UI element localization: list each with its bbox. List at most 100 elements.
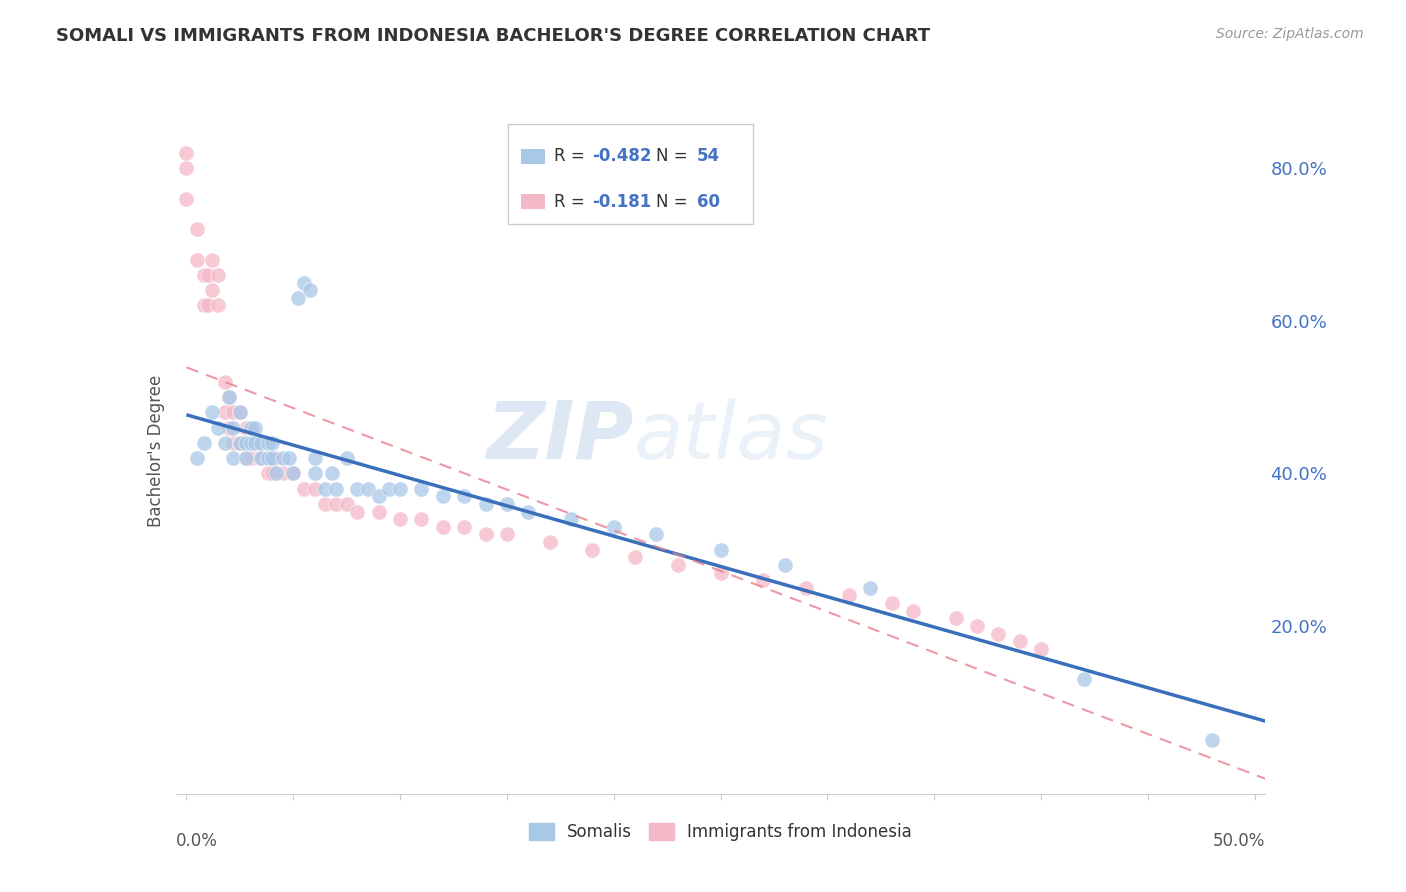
Y-axis label: Bachelor's Degree: Bachelor's Degree bbox=[146, 375, 165, 526]
Point bbox=[222, 405, 245, 419]
Point bbox=[325, 482, 347, 496]
Point bbox=[346, 504, 368, 518]
Point bbox=[260, 451, 283, 466]
Legend: Somalis, Immigrants from Indonesia: Somalis, Immigrants from Indonesia bbox=[523, 816, 918, 847]
Point bbox=[474, 527, 496, 541]
FancyBboxPatch shape bbox=[522, 194, 546, 210]
Text: -0.482: -0.482 bbox=[592, 147, 651, 165]
Point bbox=[1073, 673, 1095, 687]
Point bbox=[367, 504, 389, 518]
Point bbox=[966, 619, 988, 633]
Text: ZIP: ZIP bbox=[486, 398, 633, 475]
Point bbox=[378, 482, 401, 496]
Point bbox=[271, 467, 294, 481]
Point bbox=[283, 467, 305, 481]
Point bbox=[193, 435, 215, 450]
Point bbox=[243, 435, 266, 450]
Point bbox=[1029, 641, 1052, 656]
Point bbox=[235, 451, 257, 466]
Point bbox=[367, 489, 389, 503]
Point bbox=[603, 520, 626, 534]
Point bbox=[201, 252, 224, 267]
Point bbox=[357, 482, 380, 496]
Point bbox=[432, 520, 454, 534]
Text: Source: ZipAtlas.com: Source: ZipAtlas.com bbox=[1216, 27, 1364, 41]
Point bbox=[207, 420, 229, 434]
Point bbox=[197, 298, 219, 312]
Point bbox=[239, 420, 262, 434]
Point bbox=[186, 252, 208, 267]
Point bbox=[239, 451, 262, 466]
Point bbox=[304, 451, 326, 466]
Point bbox=[752, 573, 775, 587]
Point bbox=[321, 467, 343, 481]
Point bbox=[218, 390, 240, 404]
Point bbox=[560, 512, 582, 526]
Point bbox=[283, 467, 305, 481]
Point bbox=[299, 283, 322, 297]
Point bbox=[880, 596, 903, 610]
Point bbox=[411, 512, 433, 526]
Point bbox=[1201, 733, 1223, 747]
Point bbox=[222, 451, 245, 466]
Point bbox=[186, 451, 208, 466]
Point bbox=[389, 512, 412, 526]
Point bbox=[235, 435, 257, 450]
Point bbox=[838, 589, 860, 603]
Point bbox=[218, 390, 240, 404]
Point bbox=[229, 435, 252, 450]
Point bbox=[287, 291, 309, 305]
Point bbox=[243, 435, 266, 450]
Point bbox=[710, 566, 733, 580]
Text: 50.0%: 50.0% bbox=[1213, 831, 1265, 850]
Point bbox=[218, 420, 240, 434]
Text: R =: R = bbox=[554, 147, 591, 165]
Point bbox=[271, 451, 294, 466]
Point bbox=[260, 467, 283, 481]
Point bbox=[256, 451, 278, 466]
Point bbox=[193, 298, 215, 312]
Point bbox=[794, 581, 817, 595]
Point bbox=[859, 581, 882, 595]
Point bbox=[250, 451, 273, 466]
Text: N =: N = bbox=[657, 147, 693, 165]
Point bbox=[222, 420, 245, 434]
Point bbox=[389, 482, 412, 496]
Text: 54: 54 bbox=[696, 147, 720, 165]
Point bbox=[581, 542, 603, 557]
Point bbox=[256, 435, 278, 450]
FancyBboxPatch shape bbox=[508, 124, 754, 224]
Point bbox=[214, 375, 236, 389]
Point bbox=[250, 451, 273, 466]
Point bbox=[496, 497, 519, 511]
Point bbox=[314, 482, 336, 496]
Point bbox=[987, 626, 1010, 640]
Point bbox=[229, 405, 252, 419]
Point bbox=[304, 482, 326, 496]
Point bbox=[229, 405, 252, 419]
Text: R =: R = bbox=[554, 193, 595, 211]
Point bbox=[645, 527, 668, 541]
Point bbox=[176, 145, 198, 160]
Point bbox=[292, 276, 315, 290]
Point bbox=[264, 467, 287, 481]
Point bbox=[197, 268, 219, 282]
Point bbox=[250, 435, 273, 450]
Point bbox=[243, 420, 266, 434]
Point bbox=[901, 604, 924, 618]
Point bbox=[207, 298, 229, 312]
Point bbox=[264, 451, 287, 466]
FancyBboxPatch shape bbox=[522, 149, 546, 163]
Point bbox=[325, 497, 347, 511]
Text: 0.0%: 0.0% bbox=[176, 831, 218, 850]
Text: -0.181: -0.181 bbox=[592, 193, 651, 211]
Text: SOMALI VS IMMIGRANTS FROM INDONESIA BACHELOR'S DEGREE CORRELATION CHART: SOMALI VS IMMIGRANTS FROM INDONESIA BACH… bbox=[56, 27, 931, 45]
Point bbox=[235, 420, 257, 434]
Point bbox=[411, 482, 433, 496]
Point bbox=[773, 558, 796, 572]
Point bbox=[336, 497, 359, 511]
Point bbox=[214, 435, 236, 450]
Point bbox=[201, 283, 224, 297]
Point bbox=[314, 497, 336, 511]
Point bbox=[193, 268, 215, 282]
